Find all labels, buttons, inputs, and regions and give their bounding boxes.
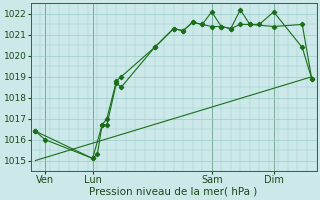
- X-axis label: Pression niveau de la mer( hPa ): Pression niveau de la mer( hPa ): [90, 187, 258, 197]
